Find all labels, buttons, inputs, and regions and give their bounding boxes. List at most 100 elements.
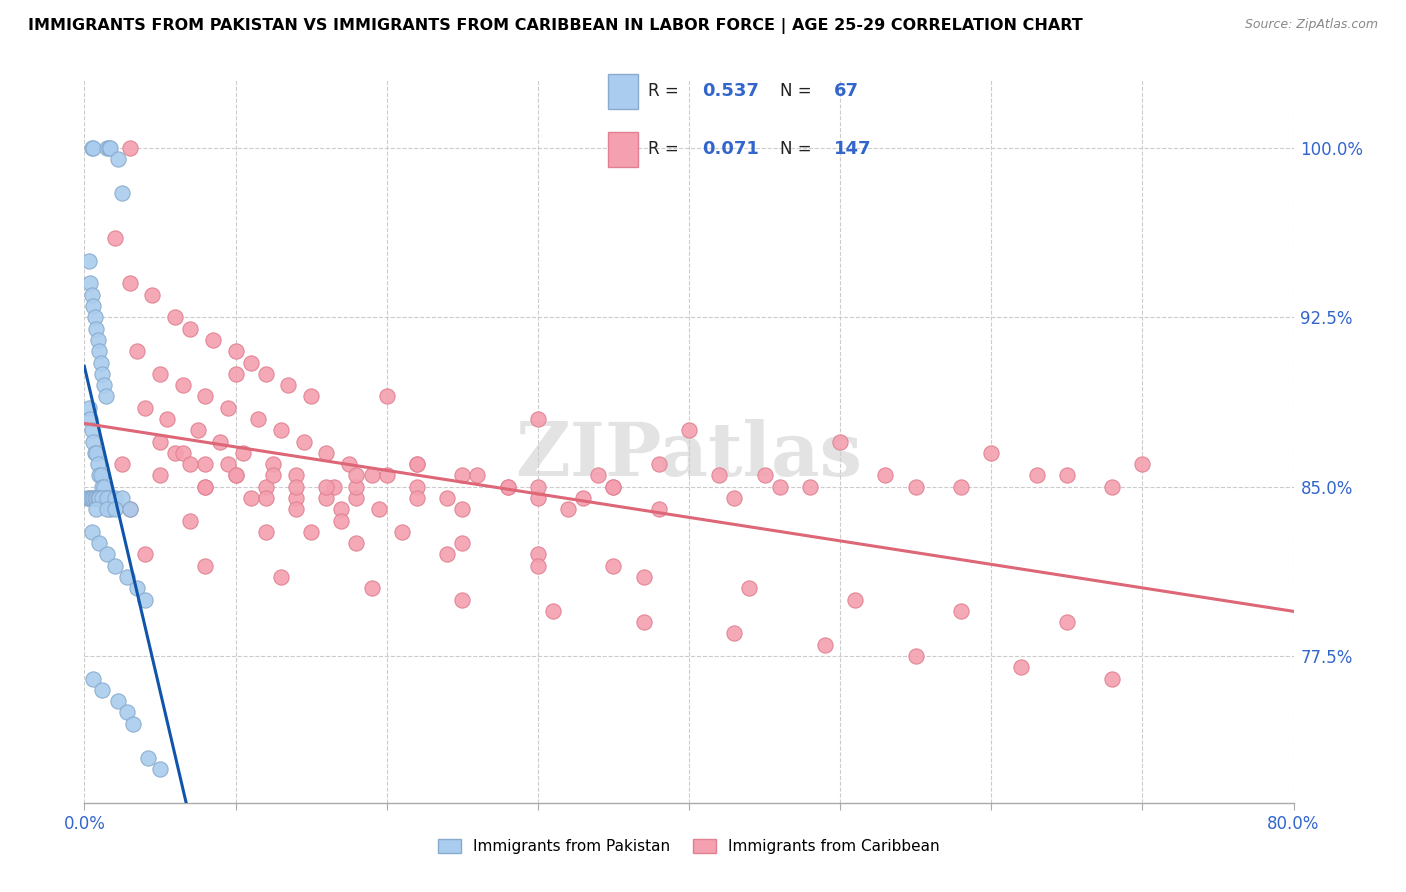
- Point: [633, 570, 655, 584]
- Point: [1132, 457, 1154, 471]
- Point: [80, 423, 103, 437]
- Point: [89, 468, 111, 483]
- Text: 147: 147: [834, 140, 872, 159]
- Point: [254, 480, 277, 494]
- Point: [86, 446, 108, 460]
- Point: [94, 491, 117, 505]
- Point: [285, 468, 308, 483]
- Point: [194, 558, 217, 573]
- Point: [80, 524, 103, 539]
- Point: [1101, 672, 1123, 686]
- Point: [315, 480, 337, 494]
- Point: [375, 389, 398, 403]
- Point: [134, 592, 156, 607]
- Point: [118, 502, 141, 516]
- Point: [799, 480, 821, 494]
- Point: [80, 491, 103, 505]
- Point: [194, 480, 217, 494]
- Point: [496, 480, 519, 494]
- Point: [127, 344, 149, 359]
- Point: [194, 389, 217, 403]
- Point: [134, 401, 156, 415]
- Point: [94, 389, 117, 403]
- Point: [115, 570, 138, 584]
- Point: [527, 412, 550, 426]
- Point: [709, 468, 731, 483]
- Point: [225, 344, 247, 359]
- Point: [134, 548, 156, 562]
- Point: [149, 762, 172, 776]
- Point: [76, 491, 98, 505]
- Point: [77, 401, 100, 415]
- Point: [111, 457, 134, 471]
- Point: [950, 480, 973, 494]
- Point: [194, 480, 217, 494]
- Point: [723, 626, 745, 640]
- Point: [84, 446, 107, 460]
- Point: [172, 446, 194, 460]
- Point: [602, 558, 624, 573]
- Point: [360, 468, 382, 483]
- Point: [111, 491, 134, 505]
- Point: [557, 502, 579, 516]
- Point: [107, 694, 129, 708]
- Point: [217, 401, 239, 415]
- Point: [149, 367, 172, 381]
- Text: 0.537: 0.537: [703, 82, 759, 101]
- Point: [346, 480, 368, 494]
- Point: [648, 457, 671, 471]
- Point: [496, 480, 519, 494]
- Point: [830, 434, 852, 449]
- Point: [201, 333, 224, 347]
- Point: [368, 502, 391, 516]
- Point: [814, 638, 837, 652]
- Point: [98, 502, 121, 516]
- Point: [118, 141, 141, 155]
- Point: [391, 524, 413, 539]
- Point: [86, 321, 108, 335]
- Text: Source: ZipAtlas.com: Source: ZipAtlas.com: [1244, 18, 1378, 31]
- Point: [588, 468, 610, 483]
- Point: [648, 502, 671, 516]
- Point: [96, 548, 118, 562]
- Point: [217, 457, 239, 471]
- Point: [79, 412, 101, 426]
- Point: [90, 468, 112, 483]
- Point: [633, 615, 655, 629]
- Point: [225, 468, 247, 483]
- Point: [270, 570, 292, 584]
- Point: [239, 491, 262, 505]
- Point: [91, 491, 114, 505]
- Text: N =: N =: [780, 140, 817, 159]
- Point: [254, 491, 277, 505]
- Point: [82, 672, 104, 686]
- Point: [179, 321, 201, 335]
- Point: [738, 582, 761, 596]
- Point: [89, 536, 111, 550]
- Point: [436, 548, 458, 562]
- Point: [80, 287, 103, 301]
- Point: [1056, 468, 1078, 483]
- Point: [86, 491, 108, 505]
- Point: [239, 355, 262, 369]
- Text: R =: R =: [648, 140, 685, 159]
- Point: [285, 480, 308, 494]
- Point: [247, 412, 270, 426]
- Point: [1025, 468, 1047, 483]
- Point: [875, 468, 897, 483]
- Point: [292, 434, 315, 449]
- Point: [527, 491, 550, 505]
- Point: [467, 468, 489, 483]
- Point: [93, 480, 115, 494]
- Point: [270, 423, 292, 437]
- Point: [91, 682, 114, 697]
- Point: [87, 491, 110, 505]
- Point: [77, 253, 100, 268]
- Point: [165, 310, 187, 325]
- Point: [93, 378, 115, 392]
- Point: [315, 446, 337, 460]
- Point: [225, 367, 247, 381]
- Point: [406, 457, 429, 471]
- Point: [406, 457, 429, 471]
- Legend: Immigrants from Pakistan, Immigrants from Caribbean: Immigrants from Pakistan, Immigrants fro…: [432, 833, 946, 860]
